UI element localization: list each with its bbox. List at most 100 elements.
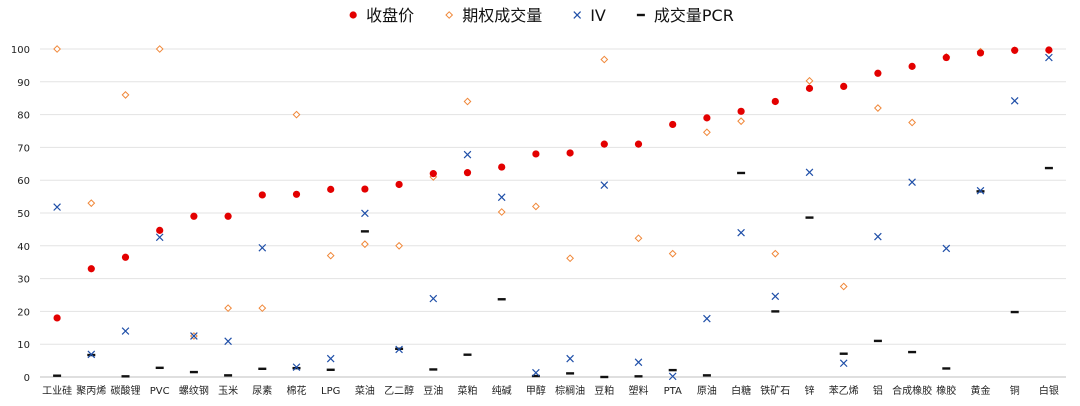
legend: 收盘价 期权成交量 IV 成交量PCR <box>349 6 734 25</box>
x-tick-label: 尿素 <box>252 384 272 397</box>
series-2-point <box>942 244 951 253</box>
legend-marker <box>573 11 582 19</box>
series-1-point <box>873 104 882 112</box>
y-tick-label: 70 <box>17 143 30 154</box>
legend-item: 成交量PCR <box>636 6 734 25</box>
x-tick-label: 甲醇 <box>526 384 546 397</box>
series-2-point <box>190 332 198 340</box>
y-tick-label: 100 <box>11 45 30 56</box>
x-tick-label: 豆油 <box>423 384 443 397</box>
series-2-point <box>668 372 677 381</box>
series-2-point <box>361 209 369 218</box>
x-tick-label: 黄金 <box>971 384 991 397</box>
x-axis-ticks: 工业硅 聚丙烯 碳酸锂 PVC 螺纹钢 玉米 尿素 棉花 LPG 菜油 乙二醇 豆油 菜粕 纯碱 甲醇 棕榈油… <box>42 384 1059 397</box>
series-2-point <box>395 345 403 354</box>
series-0-point <box>156 226 164 234</box>
series-1-point <box>634 234 643 243</box>
series-2-point <box>839 359 848 368</box>
series-1-point <box>668 249 677 258</box>
x-tick-label: 工业硅 <box>42 384 72 397</box>
series-2-point <box>463 150 472 159</box>
series-2-point <box>1045 53 1053 62</box>
series-0-point <box>258 191 266 199</box>
series-1-point <box>121 91 130 99</box>
x-tick-label: 铜 <box>1010 385 1020 397</box>
series-0-point <box>908 62 916 70</box>
legend-marker <box>349 11 357 19</box>
x-tick-label: PVC <box>150 386 170 397</box>
x-tick-label: LPG <box>321 386 340 397</box>
series-1-point <box>600 55 609 64</box>
series-0-point <box>600 140 608 148</box>
series-0-point <box>703 114 711 122</box>
gridlines <box>40 48 1066 378</box>
legend-label: IV <box>590 6 606 25</box>
y-tick-label: 80 <box>17 111 30 122</box>
series-0-point <box>1045 46 1053 54</box>
x-tick-label: 豆粕 <box>594 384 614 397</box>
series-1-point <box>531 202 540 211</box>
series-2-point <box>497 193 506 202</box>
legend-item: 期权成交量 <box>445 6 542 25</box>
series-0-point <box>874 69 882 77</box>
series-1-point <box>737 117 746 126</box>
x-tick-label: 螺纹钢 <box>179 384 209 397</box>
y-tick-label: 60 <box>17 176 30 187</box>
x-tick-label: 白银 <box>1039 384 1059 397</box>
y-tick-label: 10 <box>17 340 30 351</box>
series-2-point <box>600 181 609 189</box>
series-1-point <box>53 45 62 53</box>
x-tick-label: 乙二醇 <box>384 384 414 397</box>
x-tick-label: 棉花 <box>287 384 307 397</box>
y-tick-label: 20 <box>17 307 30 318</box>
series-2-point <box>703 314 711 323</box>
x-tick-label: 菜油 <box>355 384 375 397</box>
series-1-point <box>805 76 814 85</box>
series-2-point <box>532 368 540 377</box>
series-1-point <box>224 304 233 313</box>
legend-item: 收盘价 <box>349 6 414 25</box>
series-2-point <box>908 178 916 186</box>
x-tick-label: 橡胶 <box>936 384 956 397</box>
legend-label: 收盘价 <box>366 6 414 25</box>
x-tick-label: 菜粕 <box>458 384 478 397</box>
series-0-point <box>942 53 950 62</box>
legend-item: IV <box>573 6 606 25</box>
series-0-point <box>395 180 403 189</box>
series-0-point <box>634 140 643 148</box>
data-marks <box>53 45 1053 381</box>
series-0-point <box>840 82 848 90</box>
series-0-point <box>361 185 369 193</box>
series-2-point <box>771 292 780 301</box>
x-tick-label: 原油 <box>697 384 717 397</box>
series-0-point <box>292 190 301 198</box>
series-2-point <box>53 203 61 211</box>
series-1-point <box>839 282 848 291</box>
series-1-point <box>497 208 506 216</box>
x-tick-label: 锌 <box>805 384 815 397</box>
x-tick-label: 苯乙烯 <box>829 384 859 397</box>
series-1-point <box>87 199 96 208</box>
y-tick-label: 30 <box>17 275 30 286</box>
series-0-point <box>532 150 540 158</box>
series-2-point <box>805 168 814 177</box>
series-0-point <box>327 185 335 193</box>
series-0 <box>53 46 1053 322</box>
series-1-point <box>360 240 369 249</box>
x-tick-label: 合成橡胶 <box>892 384 932 397</box>
x-tick-label: 铝 <box>873 385 883 397</box>
legend-label: 成交量PCR <box>654 6 734 25</box>
series-2 <box>53 53 1053 381</box>
series-1-point <box>463 97 472 106</box>
series-0-point <box>224 212 232 220</box>
series-1 <box>53 45 1053 340</box>
series-0-point <box>190 212 198 220</box>
series-1-point <box>258 304 267 313</box>
series-1-point <box>702 128 711 137</box>
series-1-point <box>326 251 335 260</box>
series-0-point <box>463 169 472 177</box>
series-1-point <box>155 45 164 53</box>
y-axis-ticks: 0 10 20 30 40 50 60 70 80 90 100 <box>11 45 30 384</box>
series-2-point <box>634 358 643 367</box>
